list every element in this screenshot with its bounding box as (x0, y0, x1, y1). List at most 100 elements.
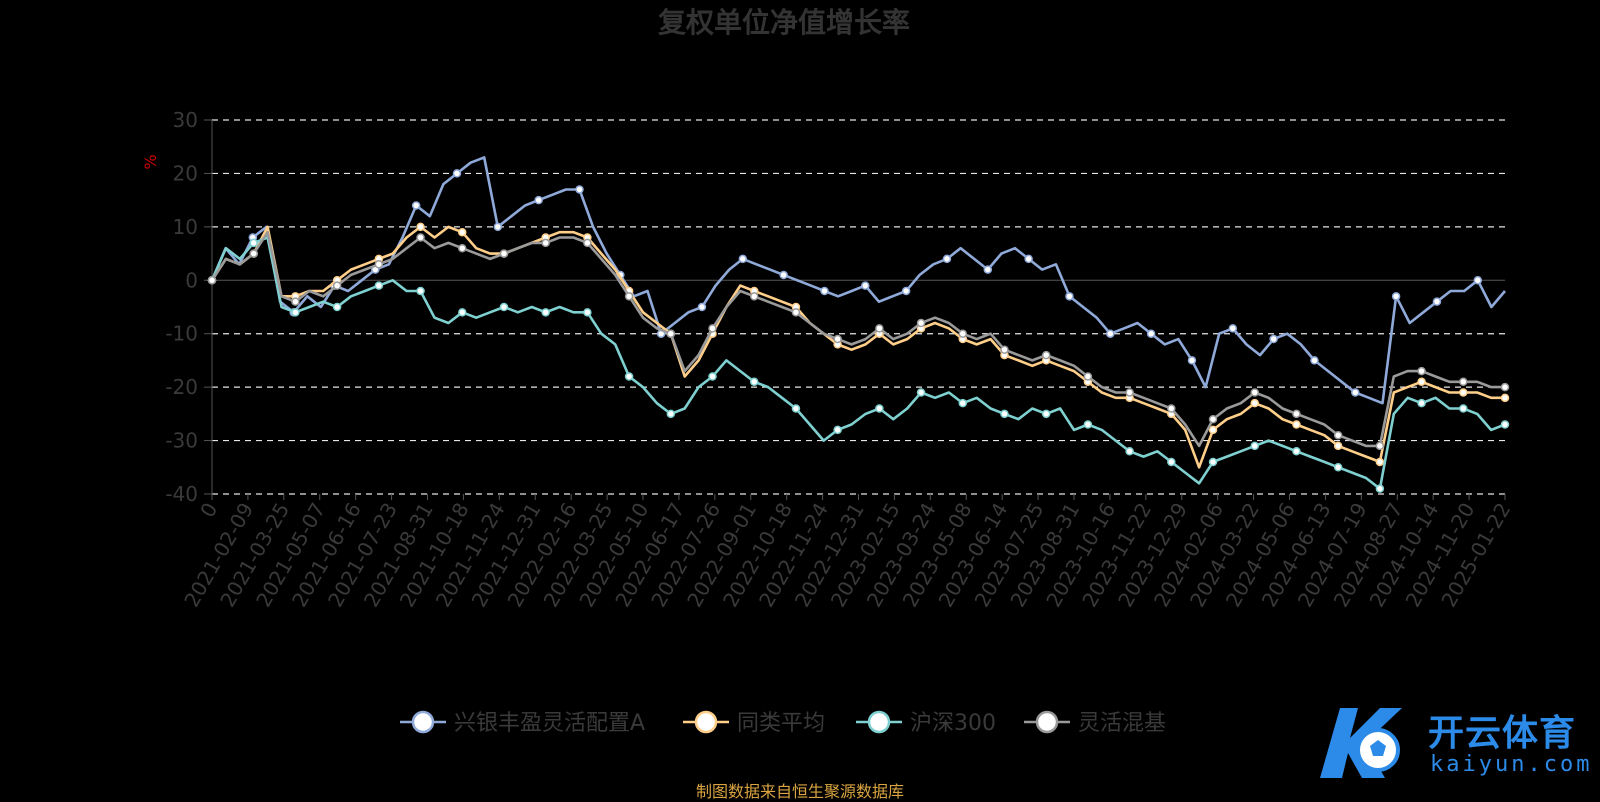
chart-title: 复权单位净值增长率 (658, 6, 910, 39)
series-point-3 (541, 238, 550, 248)
legend-label-3: 灵活混基 (1078, 711, 1166, 736)
series-point-2 (1375, 484, 1385, 493)
series-point-3 (458, 243, 467, 253)
legend-label-0: 兴银丰盈灵活配置A (454, 711, 645, 736)
series-point-2 (1167, 457, 1176, 467)
grid-lines (212, 119, 1505, 495)
series-point-0 (901, 286, 911, 296)
series-point-3 (624, 292, 634, 301)
y-tick-label: 0 (185, 268, 198, 292)
y-tick-label: -20 (165, 375, 198, 399)
logo-sub-text: kaiyun.com (1430, 752, 1593, 777)
series-point-3 (416, 233, 425, 242)
series-point-3 (332, 281, 342, 290)
legend-marker-2 (867, 710, 891, 734)
series-point-0 (1187, 356, 1197, 365)
series-point-3 (666, 329, 676, 338)
series-point-0 (1106, 329, 1115, 338)
series-point-2 (374, 281, 384, 290)
series-point-2 (958, 398, 968, 408)
series-point-3 (1125, 388, 1134, 397)
logo-main-text: 开云体育 (1428, 713, 1577, 754)
series-point-3 (249, 249, 258, 258)
series-point-0 (1065, 292, 1074, 301)
series-line-2 (210, 236, 1506, 490)
series-point-0 (452, 169, 462, 178)
series-point-3 (1041, 350, 1051, 360)
series-point-2 (583, 308, 592, 317)
series-point-3 (583, 238, 592, 248)
x-axis-ticks: 02021-02-092021-03-252021-05-072021-06-1… (179, 494, 1515, 611)
series-point-3 (1000, 345, 1009, 354)
series-point-2 (291, 308, 300, 317)
series-point-0 (697, 302, 707, 312)
series-point-0 (779, 270, 788, 280)
series-point-0 (1310, 356, 1319, 365)
series-point-2 (1250, 441, 1259, 451)
series-point-1 (458, 227, 467, 237)
series-point-0 (1391, 292, 1401, 301)
x-tick-label: 0 (195, 499, 222, 522)
series-point-2 (332, 302, 342, 312)
series-point-2 (875, 404, 884, 413)
series-point-2 (499, 302, 509, 312)
series-point-3 (1333, 430, 1343, 440)
series-point-2 (541, 308, 550, 317)
series-point-2 (1083, 420, 1093, 429)
legend: 兴银丰盈灵活配置A 同类平均 沪深300 灵活混基 (400, 710, 1166, 736)
series-point-2 (833, 425, 842, 435)
series-point-2 (1041, 409, 1051, 419)
y-axis-label: % (141, 154, 160, 169)
series-point-3 (499, 249, 509, 258)
series-point-3 (916, 318, 926, 328)
series-point-2 (749, 377, 759, 387)
series-point-3 (374, 260, 384, 269)
series-point-0 (820, 286, 829, 296)
series-point-0 (411, 201, 421, 210)
series-line-3 (210, 230, 1505, 448)
series-point-2 (708, 372, 717, 381)
legend-label-1: 同类平均 (737, 711, 825, 736)
series-point-1 (1375, 457, 1385, 467)
series-point-2 (1125, 447, 1134, 456)
y-tick-label: 30 (173, 108, 198, 132)
series-point-3 (291, 297, 300, 306)
series-point-0 (575, 185, 584, 194)
series-point-0 (738, 254, 748, 264)
soccer-ball-logo-icon (1320, 708, 1402, 778)
series-point-3 (1500, 382, 1510, 392)
series-point-0 (493, 222, 503, 232)
y-tick-label: -30 (165, 429, 198, 453)
series-point-1 (1459, 388, 1468, 397)
series-line-0 (210, 156, 1506, 405)
series-point-2 (416, 286, 425, 296)
series-point-3 (875, 324, 884, 333)
series-point-3 (207, 276, 217, 285)
series-point-1 (1208, 425, 1218, 435)
series-line-1 (210, 225, 1505, 469)
series-point-0 (1146, 329, 1156, 338)
series-point-3 (1417, 366, 1426, 376)
series-point-2 (249, 238, 258, 248)
series-point-2 (916, 388, 926, 397)
series-point-3 (708, 324, 717, 333)
series-point-0 (983, 265, 993, 274)
series-point-0 (1432, 297, 1442, 306)
series-point-3 (749, 292, 759, 301)
series-point-2 (1417, 398, 1426, 408)
series-point-2 (1459, 404, 1468, 413)
series-point-3 (791, 308, 801, 317)
series-point-2 (666, 409, 676, 419)
series-point-2 (1500, 420, 1510, 429)
y-tick-label: 20 (173, 161, 198, 185)
series-point-0 (1351, 388, 1360, 397)
series-point-0 (1473, 276, 1483, 285)
series-point-1 (1250, 398, 1259, 408)
series-point-3 (833, 334, 842, 344)
series-point-2 (1000, 409, 1009, 419)
series-point-1 (416, 222, 425, 232)
series-point-1 (1500, 393, 1510, 403)
legend-label-2: 沪深300 (910, 711, 996, 736)
series-point-0 (534, 195, 543, 205)
